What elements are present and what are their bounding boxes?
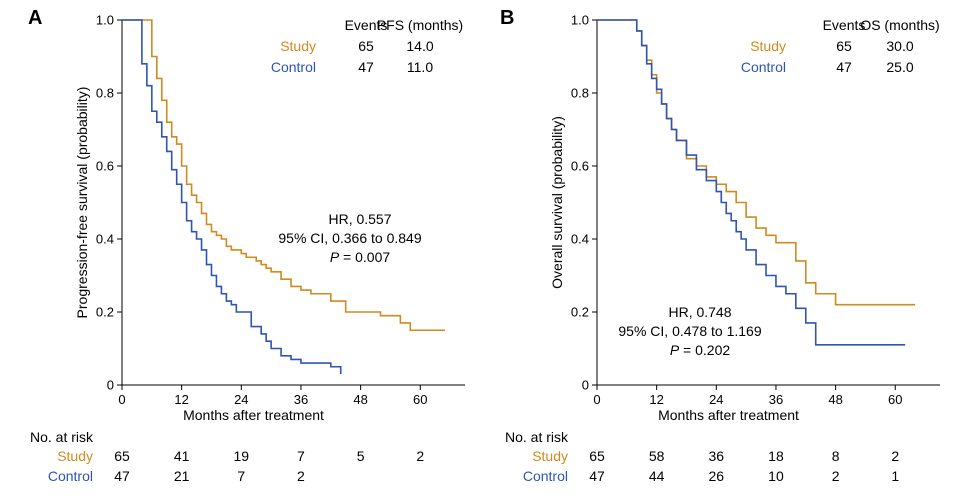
x-tick-label: 0 — [593, 392, 600, 407]
hr-text: HR, 0.748 — [668, 304, 731, 320]
y-tick-label: 0.8 — [96, 86, 114, 101]
p-value: = 0.202 — [679, 342, 730, 358]
panel-letter: A — [28, 7, 42, 29]
at-risk-value: 7 — [297, 448, 305, 464]
km-curve-control — [597, 19, 906, 346]
at-risk-value: 26 — [709, 468, 725, 484]
panel-a: A 0 0.2 0.4 0.6 0.8 1.0 0 12 24 36 48 60 Months after… — [28, 7, 465, 484]
legend-events-control: 47 — [358, 59, 374, 75]
at-risk-name-control: Control — [523, 468, 568, 484]
at-risk-value: 65 — [114, 448, 130, 464]
at-risk-value: 47 — [589, 468, 605, 484]
p-value-text: P = 0.007 — [330, 249, 391, 265]
y-tick-label: 0 — [107, 378, 114, 393]
at-risk-value: 19 — [234, 448, 250, 464]
legend-events-study: 65 — [358, 38, 374, 54]
at-risk-value: 2 — [416, 448, 424, 464]
x-tick-label: 0 — [118, 392, 125, 407]
x-axis-title: Months after treatment — [658, 407, 799, 423]
legend-header-median: PFS (months) — [377, 17, 463, 33]
x-tick-label: 12 — [649, 392, 663, 407]
at-risk-value: 47 — [114, 468, 130, 484]
y-tick-label: 0.4 — [571, 232, 589, 247]
y-tick-label: 0.6 — [571, 159, 589, 174]
y-axis-title: Overall survival (probability) — [549, 116, 565, 289]
x-tick-label: 48 — [353, 392, 367, 407]
x-tick-label: 60 — [888, 392, 902, 407]
x-tick-label: 48 — [828, 392, 842, 407]
legend-events-control: 47 — [836, 59, 852, 75]
at-risk-value: 1 — [891, 468, 899, 484]
legend-name-study: Study — [750, 38, 786, 54]
x-tick-label: 36 — [769, 392, 783, 407]
y-tick-label: 0.2 — [571, 305, 589, 320]
x-tick-label: 60 — [413, 392, 427, 407]
at-risk-value: 2 — [832, 468, 840, 484]
y-tick-label: 0.8 — [571, 86, 589, 101]
p-symbol: P — [330, 249, 340, 265]
x-tick-label: 12 — [174, 392, 188, 407]
p-value-text: P = 0.202 — [670, 342, 731, 358]
legend-header-median: OS (months) — [860, 17, 939, 33]
at-risk-value: 2 — [297, 468, 305, 484]
km-curve-study — [122, 19, 446, 332]
at-risk-label: No. at risk — [30, 429, 94, 445]
x-tick-label: 24 — [709, 392, 723, 407]
legend-median-control: 11.0 — [407, 59, 433, 75]
hr-text: HR, 0.557 — [328, 211, 391, 227]
y-tick-label: 0.4 — [96, 232, 114, 247]
km-curve-control — [122, 19, 342, 375]
panel-letter: B — [500, 7, 514, 29]
at-risk-label: No. at risk — [505, 429, 569, 445]
at-risk-value: 18 — [768, 448, 784, 464]
legend-header-events: Events — [345, 17, 388, 33]
at-risk-value: 65 — [589, 448, 605, 464]
ci-text: 95% CI, 0.366 to 0.849 — [278, 230, 421, 246]
at-risk-value: 44 — [649, 468, 665, 484]
at-risk-value: 7 — [237, 468, 245, 484]
legend-name-control: Control — [741, 59, 786, 75]
at-risk-value: 5 — [357, 448, 365, 464]
legend-median-control: 25.0 — [886, 59, 913, 75]
ci-text: 95% CI, 0.478 to 1.169 — [618, 323, 761, 339]
legend-header-events: Events — [823, 17, 866, 33]
at-risk-value: 36 — [709, 448, 725, 464]
y-axis-title: Progression-free survival (probability) — [74, 87, 90, 319]
y-tick-label: 1.0 — [571, 13, 589, 28]
at-risk-name-study: Study — [532, 448, 568, 464]
x-tick-label: 24 — [234, 392, 248, 407]
x-axis-title: Months after treatment — [183, 407, 324, 423]
legend-median-study: 30.0 — [886, 38, 913, 54]
at-risk-value: 58 — [649, 448, 665, 464]
p-value: = 0.007 — [339, 249, 390, 265]
legend-name-control: Control — [271, 59, 316, 75]
y-tick-label: 0 — [582, 378, 589, 393]
y-tick-label: 0.2 — [96, 305, 114, 320]
x-tick-label: 36 — [294, 392, 308, 407]
at-risk-value: 10 — [768, 468, 784, 484]
at-risk-name-study: Study — [57, 448, 93, 464]
at-risk-value: 41 — [174, 448, 190, 464]
legend-name-study: Study — [280, 38, 316, 54]
at-risk-value: 8 — [832, 448, 840, 464]
at-risk-value: 21 — [174, 468, 190, 484]
legend-median-study: 14.0 — [406, 38, 433, 54]
p-symbol: P — [670, 342, 680, 358]
at-risk-name-control: Control — [48, 468, 93, 484]
legend-events-study: 65 — [836, 38, 852, 54]
at-risk-value: 2 — [891, 448, 899, 464]
y-tick-label: 0.6 — [96, 159, 114, 174]
y-tick-label: 1.0 — [96, 13, 114, 28]
